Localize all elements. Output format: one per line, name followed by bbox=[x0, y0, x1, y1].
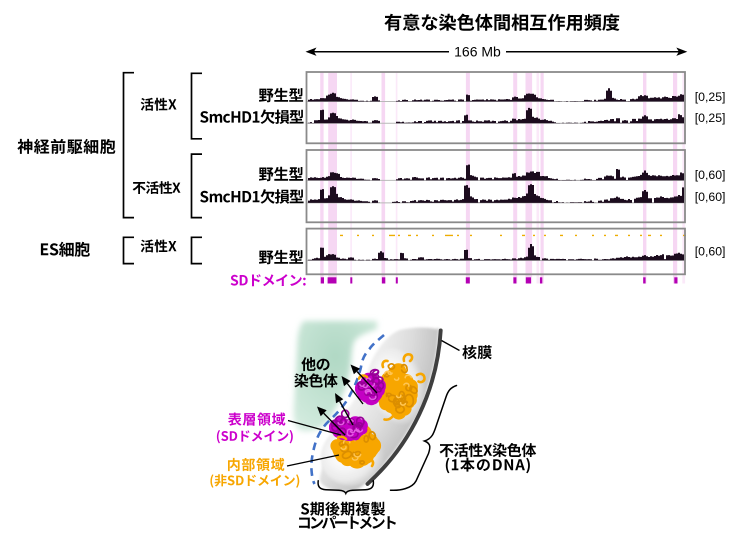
svg-text:[0,60]: [0,60] bbox=[695, 245, 726, 259]
svg-text:[0,25]: [0,25] bbox=[695, 90, 726, 104]
svg-text:[0,25]: [0,25] bbox=[695, 111, 726, 125]
svg-text:166 Mb: 166 Mb bbox=[454, 43, 501, 59]
svg-text:[0,60]: [0,60] bbox=[695, 168, 726, 182]
svg-text:[0,60]: [0,60] bbox=[695, 190, 726, 204]
